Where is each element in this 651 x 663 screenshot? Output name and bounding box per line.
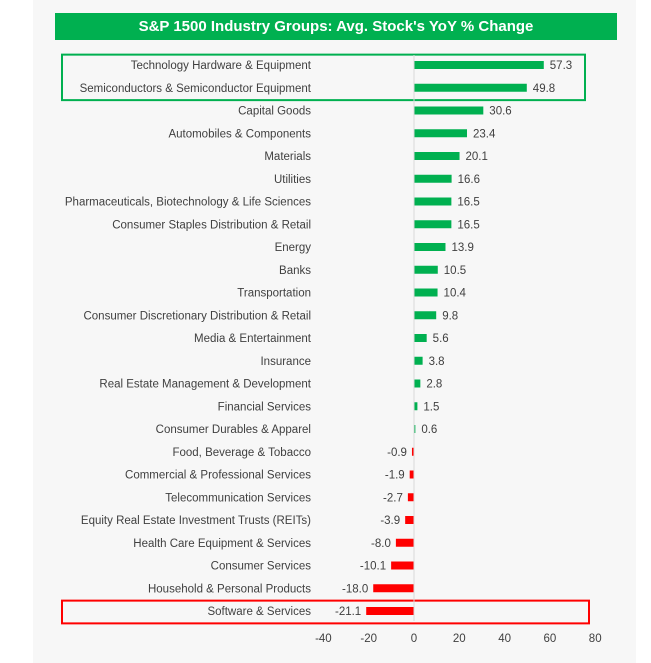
value-label: 16.6 — [458, 174, 480, 186]
category-label: Energy — [275, 242, 312, 254]
category-label: Equity Real Estate Investment Trusts (RE… — [81, 515, 311, 527]
value-label: 3.8 — [429, 356, 445, 368]
value-label: 9.8 — [442, 310, 458, 322]
x-tick-label: -20 — [360, 633, 377, 645]
highlight-box-2 — [61, 599, 590, 625]
value-label: 20.1 — [466, 151, 488, 163]
value-labels: 57.3 49.8 30.6 23.4 20.1 16.6 16.5 16.5 13.9 10.5… — [335, 60, 572, 618]
bar-technology-hardware-and-equipment — [414, 61, 544, 69]
category-label: Technology Hardware & Equipment — [131, 60, 312, 72]
bar-real-estate-management-and-development — [414, 379, 421, 388]
bar-consumer-services — [391, 561, 414, 570]
bar-pharmaceuticals-biotechnology-and-life-sciences — [414, 197, 452, 206]
chart-frame — [33, 0, 636, 663]
value-label: 10.5 — [444, 265, 466, 277]
value-label: 10.4 — [444, 288, 467, 300]
value-label: 23.4 — [473, 128, 496, 140]
value-label: 1.5 — [423, 401, 439, 413]
bar-equity-real-estate-investment-trusts-reits — [405, 516, 414, 524]
value-label: 30.6 — [489, 106, 511, 118]
value-label: 57.3 — [550, 60, 572, 72]
bar-financial-services — [414, 402, 418, 411]
bar-materials — [414, 152, 460, 160]
bar-automobiles-and-components — [414, 129, 468, 138]
category-label: Consumer Staples Distribution & Retail — [112, 219, 311, 231]
bar-media-and-entertainment — [414, 334, 427, 342]
bar-consumer-durables-and-apparel — [414, 425, 416, 433]
value-label: 49.8 — [533, 83, 555, 95]
x-tick-label: 60 — [544, 633, 557, 645]
category-label: Pharmaceuticals, Biotechnology & Life Sc… — [65, 197, 311, 209]
value-label: -21.1 — [335, 606, 361, 618]
x-axis: -40 -20 0 20 40 60 80 — [315, 55, 602, 645]
category-label: Transportation — [237, 288, 311, 300]
value-label: 16.5 — [457, 197, 479, 209]
value-label: -3.9 — [380, 515, 400, 527]
bars-layer — [366, 61, 544, 615]
chart-title: S&P 1500 Industry Groups: Avg. Stock's Y… — [55, 13, 617, 40]
category-label: Consumer Durables & Apparel — [156, 424, 311, 436]
category-label: Food, Beverage & Tobacco — [172, 447, 311, 459]
bar-utilities — [414, 174, 452, 183]
category-label: Telecommunication Services — [165, 492, 311, 504]
bar-software-and-services — [366, 607, 414, 615]
highlight-box-1 — [61, 53, 586, 102]
value-label: -0.9 — [387, 447, 407, 459]
category-label: Health Care Equipment & Services — [133, 538, 311, 550]
x-tick-label: -40 — [315, 633, 332, 645]
bar-transportation — [414, 288, 438, 297]
bar-banks — [414, 265, 438, 274]
highlight-layer — [61, 53, 590, 625]
category-label: Materials — [264, 151, 311, 163]
x-tick-label: 40 — [498, 633, 511, 645]
bar-capital-goods — [414, 106, 484, 115]
bar-health-care-equipment-and-services — [395, 538, 414, 547]
category-label: Media & Entertainment — [194, 333, 312, 345]
bar-household-and-personal-products — [373, 584, 414, 593]
x-tick-label: 80 — [589, 633, 602, 645]
category-label: Commercial & Professional Services — [125, 470, 311, 482]
category-label: Automobiles & Components — [168, 128, 311, 140]
bar-food-beverage-and-tobacco — [411, 447, 414, 456]
value-label: 5.6 — [433, 333, 449, 345]
category-label: Utilities — [274, 174, 311, 186]
value-label: -10.1 — [360, 561, 386, 573]
bar-consumer-discretionary-distribution-and-retail — [414, 311, 437, 320]
bar-telecommunication-services — [407, 493, 414, 502]
category-label: Capital Goods — [238, 106, 311, 118]
value-label: 0.6 — [421, 424, 437, 436]
category-label: Household & Personal Products — [148, 583, 311, 595]
value-label: -2.7 — [383, 492, 403, 504]
value-label: 16.5 — [457, 219, 479, 231]
category-label: Real Estate Management & Development — [99, 379, 311, 391]
x-tick-label: 0 — [411, 633, 417, 645]
category-label: Insurance — [260, 356, 311, 368]
category-labels: Technology Hardware & Equipment Semicondu… — [65, 60, 312, 618]
category-label: Consumer Services — [211, 561, 312, 573]
bar-commercial-and-professional-services — [409, 470, 414, 479]
category-label: Banks — [279, 265, 311, 277]
value-label: 2.8 — [426, 379, 442, 391]
category-label: Software & Services — [207, 606, 311, 618]
value-label: 13.9 — [451, 242, 473, 254]
category-label: Semiconductors & Semiconductor Equipment — [80, 83, 312, 95]
bar-energy — [414, 243, 446, 251]
value-label: -18.0 — [342, 583, 368, 595]
bar-semiconductors-and-semiconductor-equipment — [414, 83, 527, 92]
bar-insurance — [414, 356, 423, 365]
x-tick-label: 20 — [453, 633, 466, 645]
value-label: -8.0 — [371, 538, 391, 550]
category-label: Financial Services — [218, 401, 312, 413]
bar-consumer-staples-distribution-and-retail — [414, 220, 452, 229]
value-label: -1.9 — [385, 470, 405, 482]
category-label: Consumer Discretionary Distribution & Re… — [83, 310, 311, 322]
